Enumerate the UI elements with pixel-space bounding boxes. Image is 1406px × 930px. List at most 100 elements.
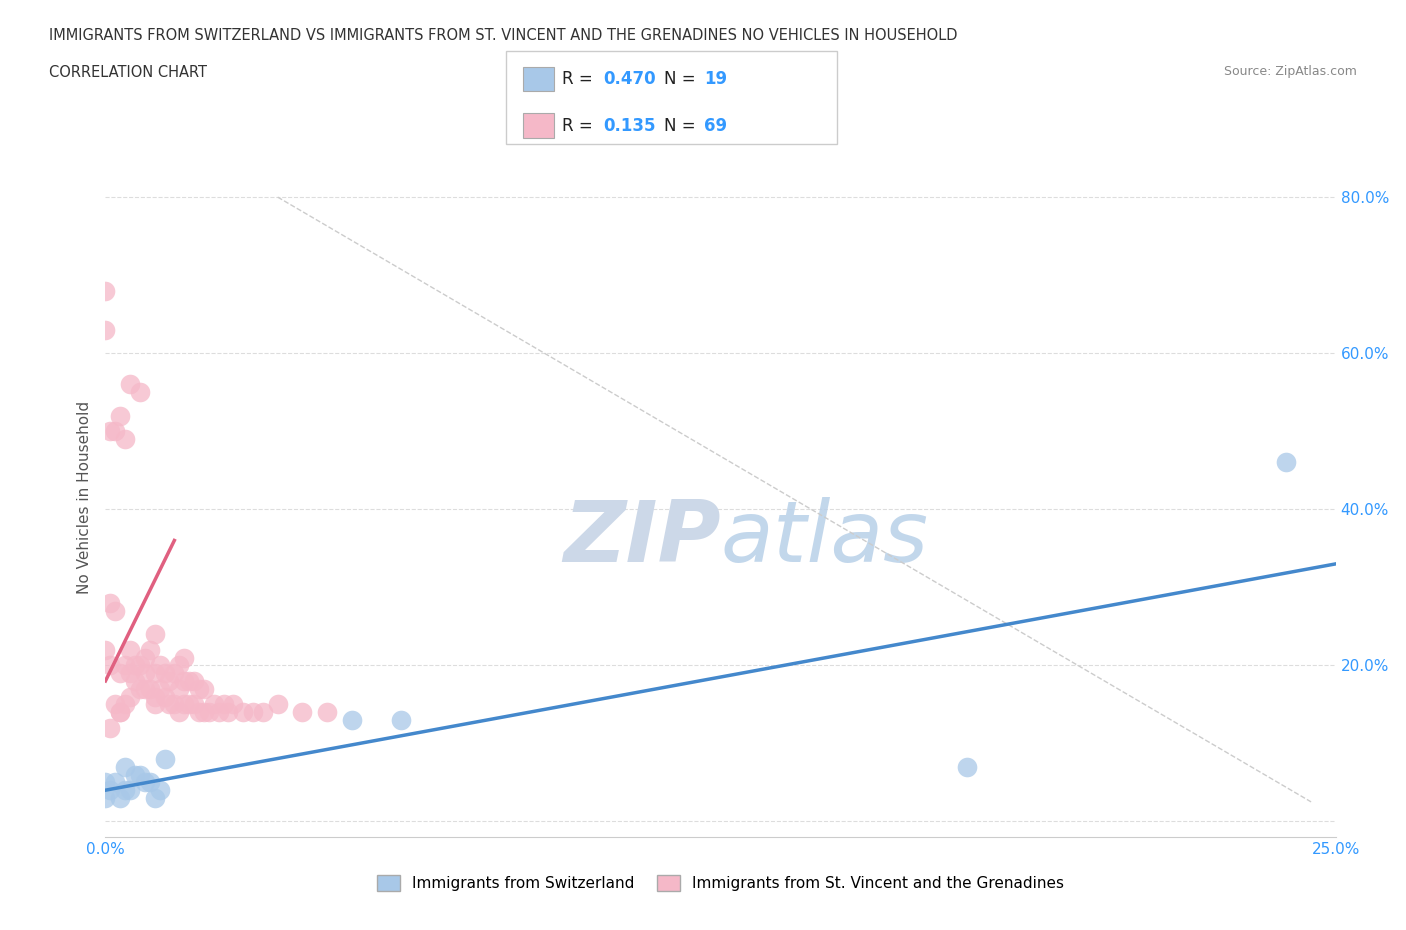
Point [114, 658, 136, 672]
Point [197, 705, 219, 720]
Point [149, 682, 172, 697]
Point [124, 673, 146, 688]
Point [208, 705, 231, 720]
Point [188, 682, 211, 697]
Point [98, 595, 122, 610]
Point [104, 775, 127, 790]
Point [173, 697, 195, 711]
Text: 69: 69 [704, 116, 727, 135]
Point [143, 790, 166, 805]
Point [104, 424, 127, 439]
Point [179, 697, 201, 711]
Point [120, 783, 141, 798]
Point [173, 673, 195, 688]
Point [1275, 455, 1298, 470]
Text: N =: N = [664, 116, 700, 135]
Point [129, 767, 152, 782]
Point [202, 697, 225, 711]
Point [114, 783, 136, 798]
Point [110, 666, 132, 681]
Point [110, 705, 132, 720]
Point [169, 705, 191, 720]
Point [183, 697, 205, 711]
Point [120, 377, 141, 392]
Point [163, 666, 186, 681]
Text: 19: 19 [704, 70, 727, 88]
Point [183, 673, 205, 688]
Point [153, 666, 176, 681]
Point [143, 697, 166, 711]
Point [98, 658, 122, 672]
Point [94, 643, 117, 658]
Y-axis label: No Vehicles in Household: No Vehicles in Household [76, 401, 91, 594]
Point [267, 697, 290, 711]
Text: Source: ZipAtlas.com: Source: ZipAtlas.com [1223, 65, 1357, 78]
Point [129, 385, 152, 400]
Point [218, 705, 240, 720]
Point [242, 705, 264, 720]
Point [232, 705, 254, 720]
Point [149, 658, 172, 672]
Point [114, 432, 136, 446]
Text: CORRELATION CHART: CORRELATION CHART [49, 65, 207, 80]
Point [188, 705, 211, 720]
Text: R =: R = [562, 116, 603, 135]
Point [315, 705, 337, 720]
Point [120, 643, 141, 658]
Point [98, 783, 122, 798]
Point [138, 775, 162, 790]
Text: 0.135: 0.135 [603, 116, 655, 135]
Text: 0.470: 0.470 [603, 70, 655, 88]
Point [110, 705, 132, 720]
Point [138, 682, 162, 697]
Point [110, 790, 132, 805]
Point [134, 775, 156, 790]
Point [114, 759, 136, 774]
Point [153, 751, 176, 766]
Point [143, 627, 166, 642]
Point [104, 697, 127, 711]
Point [94, 790, 117, 805]
Point [252, 705, 274, 720]
Point [114, 697, 136, 711]
Point [94, 284, 117, 299]
Point [120, 666, 141, 681]
Point [104, 604, 127, 618]
Point [153, 689, 176, 704]
Point [138, 643, 162, 658]
Point [956, 759, 979, 774]
Text: ZIP: ZIP [562, 497, 721, 579]
Point [134, 682, 156, 697]
Point [129, 658, 152, 672]
Point [212, 697, 235, 711]
Point [143, 666, 166, 681]
Text: atlas: atlas [721, 497, 928, 579]
Point [94, 323, 117, 338]
Point [169, 658, 191, 672]
Point [110, 408, 132, 423]
Point [98, 424, 122, 439]
Point [120, 689, 141, 704]
Point [124, 658, 146, 672]
Point [159, 697, 180, 711]
Point [159, 673, 180, 688]
Text: R =: R = [562, 70, 599, 88]
Point [98, 721, 122, 736]
Point [173, 650, 195, 665]
Text: IMMIGRANTS FROM SWITZERLAND VS IMMIGRANTS FROM ST. VINCENT AND THE GRENADINES NO: IMMIGRANTS FROM SWITZERLAND VS IMMIGRANT… [49, 28, 957, 43]
Point [129, 682, 152, 697]
Point [134, 650, 156, 665]
Point [124, 767, 146, 782]
Point [389, 712, 412, 727]
Point [143, 689, 166, 704]
Point [179, 673, 201, 688]
Point [169, 682, 191, 697]
Point [193, 705, 215, 720]
Point [163, 697, 186, 711]
Point [340, 712, 363, 727]
Point [149, 783, 172, 798]
Point [291, 705, 314, 720]
Point [222, 697, 245, 711]
Point [94, 775, 117, 790]
Point [193, 682, 215, 697]
